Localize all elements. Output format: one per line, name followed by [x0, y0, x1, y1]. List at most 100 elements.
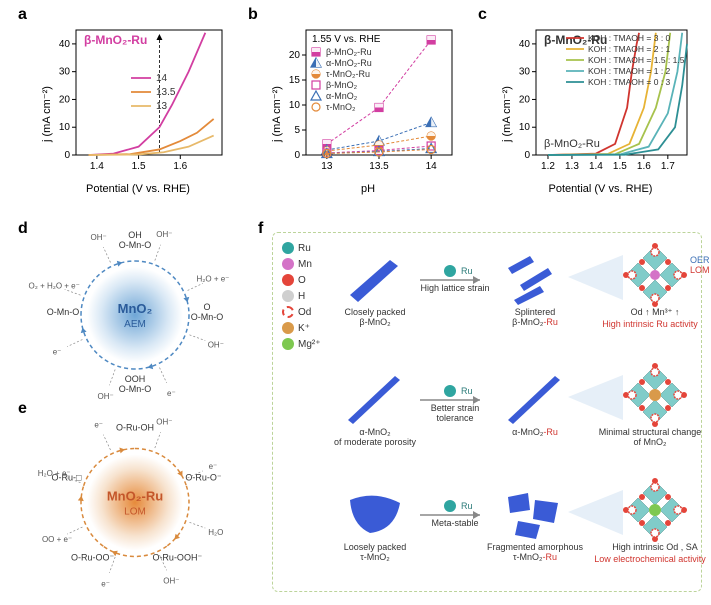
row-right-bottom: Minimal structural changeof MnO₂ [590, 427, 710, 447]
svg-text:10: 10 [59, 122, 71, 133]
svg-text:O-Mn-O: O-Mn-O [191, 312, 224, 322]
svg-text:40: 40 [519, 39, 531, 50]
legend-item-mn: Mn [282, 258, 332, 270]
svg-text:0: 0 [294, 150, 300, 161]
panel-f-row-0: Closely packedβ-MnO₂RuHigh lattice strai… [330, 245, 690, 340]
chart-a-svg: 1.41.51.6010203040β-MnO₂-Ru1413.513 [48, 22, 228, 177]
svg-text:OH⁻: OH⁻ [156, 230, 172, 239]
mechanism-e: MnO₂-RuLOMO-Ru-OHO-Ru-O⁻O-Ru-OOH⁻O-Ru-OO… [30, 415, 240, 590]
svg-text:KOH : TMAOH = 1.5 : 1.5: KOH : TMAOH = 1.5 : 1.5 [588, 55, 685, 65]
beam-icon [568, 370, 628, 425]
svg-text:13.5: 13.5 [156, 87, 176, 98]
svg-text:e⁻: e⁻ [94, 421, 103, 430]
svg-text:13: 13 [156, 101, 168, 112]
chart-b-xlabel: pH [278, 183, 458, 195]
svg-text:MnO₂-Ru: MnO₂-Ru [107, 489, 163, 504]
svg-text:Ru: Ru [461, 386, 473, 396]
shape-left [340, 485, 410, 540]
legend-dot [282, 306, 294, 318]
svg-text:LOM: LOM [124, 507, 146, 518]
svg-text:13.5: 13.5 [369, 161, 389, 172]
svg-text:1.2: 1.2 [541, 161, 555, 172]
legend-dot [282, 338, 294, 350]
panel-label-f: f [258, 220, 263, 238]
row-mid-label: α-MnO₂-Ru [485, 427, 585, 437]
svg-text:KOH : TMAOH = 2 : 1: KOH : TMAOH = 2 : 1 [588, 44, 671, 54]
atom-cluster [620, 240, 690, 310]
row-left-label: Loosely packedτ-MnO₂ [330, 542, 420, 562]
legend-dot [282, 322, 294, 334]
svg-text:10: 10 [289, 100, 301, 111]
svg-text:1.6: 1.6 [637, 161, 651, 172]
svg-text:Ru: Ru [461, 501, 473, 511]
svg-text:OH⁻: OH⁻ [97, 392, 113, 401]
chart-c-ylabel: j (mA cm⁻²) [500, 86, 513, 142]
legend-dot [282, 290, 294, 302]
arrow-label: Meta-stable [415, 518, 495, 528]
legend-label: Mg²⁺ [298, 339, 321, 350]
row-mid-label: Splinteredβ-MnO₂-Ru [485, 307, 585, 327]
svg-text:MnO₂: MnO₂ [118, 301, 153, 316]
chart-a-xlabel: Potential (V vs. RHE) [48, 183, 228, 195]
mechanism-d: MnO₂AEMOHO-Mn-OOO-Mn-OOOHO-Mn-OO-Mn-OOH⁻… [30, 235, 240, 395]
legend-label: K⁺ [298, 323, 310, 334]
svg-text:β-MnO₂: β-MnO₂ [326, 80, 358, 90]
legend-label: Ru [298, 243, 311, 254]
svg-text:O-Mn-O: O-Mn-O [119, 384, 152, 394]
beam-icon [568, 485, 628, 540]
svg-text:1.4: 1.4 [589, 161, 603, 172]
shape-mid [500, 485, 570, 540]
row-mid-label: Fragmented amorphousτ-MnO₂-Ru [485, 542, 585, 562]
row-right-bottom: Low electrochemical activity [590, 554, 710, 564]
svg-text:O-Mn-O: O-Mn-O [47, 307, 80, 317]
svg-text:O₂ + H₂O + e⁻: O₂ + H₂O + e⁻ [29, 282, 80, 291]
svg-text:14: 14 [156, 73, 168, 84]
chart-c-svg: 1.21.31.41.51.61.7010203040β-MnO₂-RuKOH … [508, 22, 693, 177]
chart-c-xlabel: Potential (V vs. RHE) [508, 183, 693, 195]
svg-text:AEM: AEM [124, 319, 146, 330]
svg-text:10: 10 [519, 122, 531, 133]
svg-text:14: 14 [426, 161, 438, 172]
chart-b-ylabel: j (mA cm⁻²) [270, 86, 283, 142]
svg-text:1.6: 1.6 [173, 161, 187, 172]
svg-text:e⁻: e⁻ [53, 347, 62, 356]
shape-mid [500, 370, 570, 425]
panel-label-d: d [18, 220, 28, 238]
legend-item-h: H [282, 290, 332, 302]
row-right-top: Od ↑ Mn³⁺ ↑ [605, 307, 705, 318]
beam-icon [568, 250, 628, 305]
legend-item-ru: Ru [282, 242, 332, 254]
svg-text:O-Ru-OH: O-Ru-OH [116, 423, 154, 433]
legend-item-k⁺: K⁺ [282, 322, 332, 334]
mechanism-e-svg: MnO₂-RuLOMO-Ru-OHO-Ru-O⁻O-Ru-OOH⁻O-Ru-OO… [30, 415, 240, 590]
legend-item-o: O [282, 274, 332, 286]
row-left-label: Closely packedβ-MnO₂ [330, 307, 420, 327]
svg-text:1.3: 1.3 [565, 161, 579, 172]
svg-text:1.4: 1.4 [90, 161, 104, 172]
svg-text:O-Ru-O⁻: O-Ru-O⁻ [185, 472, 222, 482]
svg-text:1.5: 1.5 [132, 161, 146, 172]
arrow-label: High lattice strain [415, 283, 495, 293]
svg-text:OO + e⁻: OO + e⁻ [42, 535, 72, 544]
atom-cluster [620, 360, 690, 430]
svg-text:OH⁻: OH⁻ [208, 340, 224, 349]
svg-text:20: 20 [519, 94, 531, 105]
svg-text:β-MnO₂-Ru: β-MnO₂-Ru [326, 47, 372, 57]
svg-text:13: 13 [321, 161, 333, 172]
row-left-label: α-MnO₂of moderate porosity [330, 427, 420, 447]
panel-label-a: a [18, 6, 27, 24]
svg-text:0: 0 [524, 150, 530, 161]
svg-text:20: 20 [59, 94, 71, 105]
svg-text:OH⁻: OH⁻ [156, 418, 172, 427]
panel-f-row-2: Loosely packedτ-MnO₂ Ru Meta-stable Fragmen… [330, 480, 690, 575]
panel-f-legend: RuMnOHOdK⁺Mg²⁺ [282, 242, 332, 354]
svg-text:OH⁻: OH⁻ [163, 576, 179, 585]
panel-label-e: e [18, 400, 27, 418]
chart-b: 1313.514051015201.55 V vs. RHEβ-MnO₂-Ruα… [278, 22, 458, 177]
shape-left [340, 370, 410, 425]
svg-text:e⁻: e⁻ [167, 389, 176, 398]
svg-text:OOH: OOH [125, 374, 146, 384]
svg-text:5: 5 [294, 125, 300, 136]
svg-text:KOH : TMAOH = 1 : 2: KOH : TMAOH = 1 : 2 [588, 66, 671, 76]
svg-text:1.5: 1.5 [613, 161, 627, 172]
